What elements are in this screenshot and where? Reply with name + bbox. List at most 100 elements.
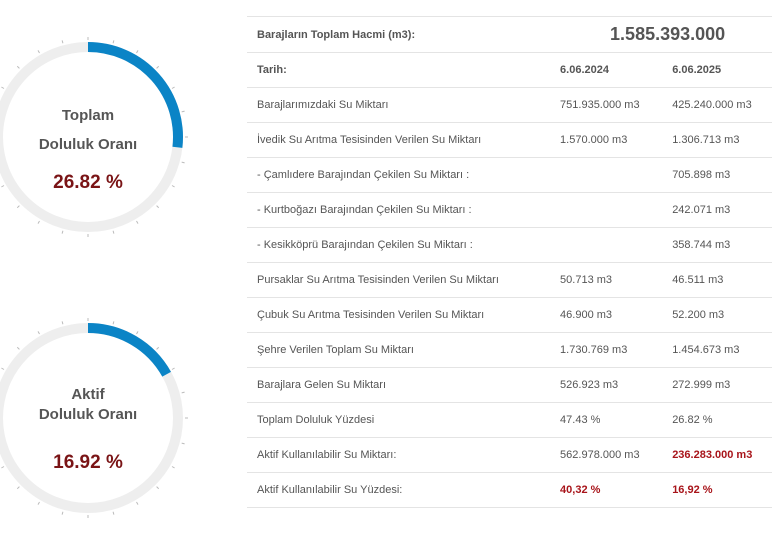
row-label: - Çamlıdere Barajından Çekilen Su Miktar… xyxy=(247,157,551,193)
row-label: İvedik Su Arıtma Tesisinden Verilen Su M… xyxy=(247,122,551,158)
total-gauge-ring xyxy=(0,37,188,237)
row-value-2025: 425.240.000 m3 xyxy=(662,87,772,123)
row-label: Pursaklar Su Arıtma Tesisinden Verilen S… xyxy=(247,262,551,298)
total-gauge-value: 26.82 % xyxy=(53,172,123,193)
total-gauge-tick xyxy=(181,110,185,113)
total-gauge-tick xyxy=(112,230,115,234)
active-gauge-value: 16.92 % xyxy=(53,452,123,473)
active-gauge-fill-arc xyxy=(87,323,172,377)
total-gauge-title-line1: Toplam xyxy=(61,107,115,124)
row-value-2025: 272.999 m3 xyxy=(662,367,772,403)
row-label: Aktif Kullanılabilir Su Yüzdesi: xyxy=(247,472,551,508)
table-row: - Kurtboğazı Barajından Çekilen Su Mikta… xyxy=(247,192,772,228)
date-2025: 6.06.2025 xyxy=(662,52,772,88)
table-row: Toplam Doluluk Yüzdesi 47.43 % 26.82 % xyxy=(247,402,772,438)
total-gauge-tick xyxy=(136,50,139,54)
row-label: Şehre Verilen Toplam Su Miktarı xyxy=(247,332,551,368)
row-value-2025: 358.744 m3 xyxy=(662,227,772,263)
row-value-2025: 46.511 m3 xyxy=(662,262,772,298)
table-row: Pursaklar Su Arıtma Tesisinden Verilen S… xyxy=(247,262,772,298)
table-row: - Çamlıdere Barajından Çekilen Su Miktar… xyxy=(247,157,772,193)
total-gauge-tick xyxy=(37,50,40,54)
date-label: Tarih: xyxy=(247,52,551,88)
date-2024: 6.06.2024 xyxy=(550,52,663,88)
total-gauge-tick xyxy=(112,40,115,44)
active-gauge-tick xyxy=(1,367,5,370)
row-value-2025: 26.82 % xyxy=(662,402,772,438)
total-gauge-tick xyxy=(61,230,64,234)
total-volume-value: 1.585.393.000 xyxy=(550,16,772,53)
active-gauge-tick xyxy=(181,442,185,445)
row-value-2024: 526.923 m3 xyxy=(550,367,663,403)
row-value-2024: 751.935.000 m3 xyxy=(550,87,663,123)
total-volume-label: Barajların Toplam Hacmi (m3): xyxy=(247,16,551,53)
total-gauge-tick xyxy=(1,185,5,188)
row-value-2024: 50.713 m3 xyxy=(550,262,663,298)
row-value-2025: 1.306.713 m3 xyxy=(662,122,772,158)
row-label: Çubuk Su Arıtma Tesisinden Verilen Su Mi… xyxy=(247,297,551,333)
active-gauge-title-line1: Aktif xyxy=(71,386,105,403)
row-value-2025: 1.454.673 m3 xyxy=(662,332,772,368)
row-value-2024 xyxy=(550,157,663,193)
total-gauge-tick xyxy=(37,220,40,224)
total-volume-row: Barajların Toplam Hacmi (m3): 1.585.393.… xyxy=(247,16,772,53)
table-row: Şehre Verilen Toplam Su Miktarı 1.730.769… xyxy=(247,332,772,368)
row-label: Aktif Kullanılabilir Su Miktarı: xyxy=(247,437,551,473)
active-gauge-tick xyxy=(171,466,175,469)
table-row: - Kesikköprü Barajından Çekilen Su Mikta… xyxy=(247,227,772,263)
date-row: Tarih: 6.06.2024 6.06.2025 xyxy=(247,52,772,88)
active-gauge-tick xyxy=(136,331,139,335)
active-gauge-ring xyxy=(0,318,188,518)
row-value-2024: 46.900 m3 xyxy=(550,297,663,333)
active-gauge-tick xyxy=(156,486,160,490)
active-gauge-tick xyxy=(112,321,115,325)
row-value-2024: 1.730.769 m3 xyxy=(550,332,663,368)
active-gauge-tick xyxy=(37,331,40,335)
active-gauge-tick xyxy=(61,321,64,325)
active-gauge-title-line2: Doluluk Oranı xyxy=(38,406,138,423)
table-row: Çubuk Su Arıtma Tesisinden Verilen Su Mi… xyxy=(247,297,772,333)
total-gauge-tick xyxy=(136,220,139,224)
active-fill-gauge: Aktif Doluluk Oranı 16.92 % xyxy=(0,318,188,518)
total-gauge-tick xyxy=(16,205,20,209)
row-value-2025: 242.071 m3 xyxy=(662,192,772,228)
row-label: Toplam Doluluk Yüzdesi xyxy=(247,402,551,438)
total-gauge-title-line2: Doluluk Oranı xyxy=(38,136,138,153)
row-value-2024 xyxy=(550,227,663,263)
total-gauge-tick xyxy=(16,65,20,69)
row-value-2025: 705.898 m3 xyxy=(662,157,772,193)
active-gauge-tick xyxy=(136,501,139,505)
row-value-2025: 16,92 % xyxy=(662,472,772,508)
active-gauge-tick xyxy=(61,511,64,515)
total-gauge-tick xyxy=(1,86,5,89)
row-value-2024: 40,32 % xyxy=(550,472,663,508)
active-gauge-tick xyxy=(16,346,20,350)
row-value-2024: 47.43 % xyxy=(550,402,663,438)
table-row: Barajlara Gelen Su Miktarı 526.923 m3 272.… xyxy=(247,367,772,403)
total-gauge-fill-arc xyxy=(87,42,183,148)
table-row: Aktif Kullanılabilir Su Yüzdesi: 40,32 % 1… xyxy=(247,472,772,508)
total-gauge-tick xyxy=(171,185,175,188)
row-label: Barajlarımızdaki Su Miktarı xyxy=(247,87,551,123)
row-value-2024 xyxy=(550,192,663,228)
total-gauge-tick xyxy=(156,65,160,69)
row-label: - Kesikköprü Barajından Çekilen Su Mikta… xyxy=(247,227,551,263)
active-gauge-tick xyxy=(181,391,185,394)
row-value-2024: 562.978.000 m3 xyxy=(550,437,663,473)
active-gauge-tick xyxy=(171,367,175,370)
row-value-2025: 236.283.000 m3 xyxy=(662,437,772,473)
total-gauge-tick xyxy=(171,86,175,89)
active-gauge-tick xyxy=(16,486,20,490)
active-gauge-tick xyxy=(112,511,115,515)
active-gauge-tick xyxy=(156,346,160,350)
total-gauge-tick xyxy=(181,161,185,164)
table-row: Aktif Kullanılabilir Su Miktarı: 562.978.… xyxy=(247,437,772,473)
row-value-2025: 52.200 m3 xyxy=(662,297,772,333)
table-row: İvedik Su Arıtma Tesisinden Verilen Su M… xyxy=(247,122,772,158)
row-value-2024: 1.570.000 m3 xyxy=(550,122,663,158)
active-gauge-tick xyxy=(1,466,5,469)
active-gauge-tick xyxy=(37,501,40,505)
table-row: Barajlarımızdaki Su Miktarı 751.935.000 m… xyxy=(247,87,772,123)
total-gauge-tick xyxy=(156,205,160,209)
row-label: - Kurtboğazı Barajından Çekilen Su Mikta… xyxy=(247,192,551,228)
